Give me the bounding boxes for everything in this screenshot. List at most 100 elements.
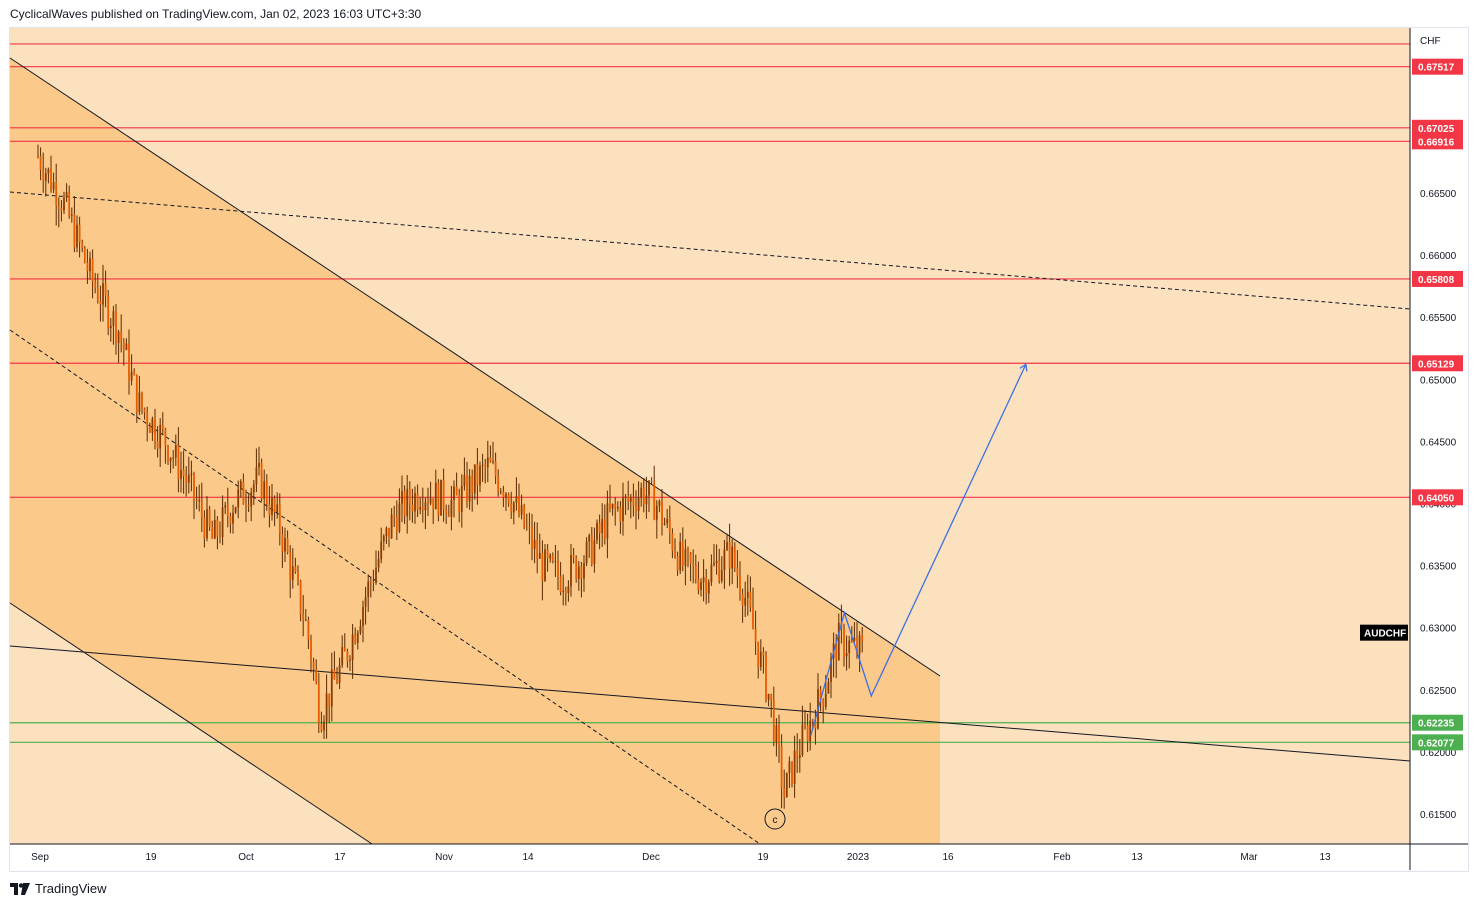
candle-body-317 bbox=[861, 635, 864, 642]
candle-body-184 bbox=[515, 496, 518, 503]
x-tick-2: Oct bbox=[238, 852, 254, 863]
candle-body-193 bbox=[538, 553, 541, 559]
tradingview-logo[interactable]: TradingView bbox=[10, 881, 107, 896]
candle-body-266 bbox=[728, 541, 731, 569]
candle-body-91 bbox=[273, 498, 276, 513]
candle-body-213 bbox=[590, 535, 593, 565]
candle-body-212 bbox=[588, 535, 591, 542]
candle-body-119 bbox=[346, 651, 349, 662]
candle-body-4 bbox=[47, 169, 50, 174]
candle-body-3 bbox=[44, 173, 47, 182]
candle-body-286 bbox=[780, 746, 783, 789]
candle-body-279 bbox=[762, 651, 765, 656]
candle-body-134 bbox=[385, 527, 388, 537]
candle-body-22 bbox=[94, 281, 97, 289]
x-axis-ticks[interactable]: Sep 19 Oct 17 Nov 14 Dec 19 2023 16 Feb 13 Mar 13 bbox=[31, 852, 1331, 863]
candle-body-274 bbox=[749, 591, 752, 608]
candle-body-273 bbox=[746, 591, 749, 598]
candle-body-101 bbox=[299, 580, 302, 615]
candle-body-173 bbox=[486, 457, 489, 468]
candle-body-202 bbox=[562, 590, 565, 593]
candle-body-71 bbox=[221, 507, 224, 538]
price-tag-bg-6 bbox=[1412, 489, 1463, 506]
price-scale[interactable] bbox=[1410, 28, 1468, 844]
candle-body-40 bbox=[141, 392, 143, 409]
price-tag-8: 0.62077 bbox=[1418, 738, 1455, 749]
candle-body-116 bbox=[338, 665, 341, 684]
candle-body-60 bbox=[193, 473, 195, 500]
candle-body-157 bbox=[445, 509, 448, 515]
candle-body-185 bbox=[518, 496, 520, 515]
candle-body-151 bbox=[429, 498, 432, 504]
candle-body-237 bbox=[653, 481, 656, 520]
candle-body-159 bbox=[450, 499, 453, 517]
candle-body-214 bbox=[593, 540, 596, 565]
candle-body-174 bbox=[489, 457, 492, 462]
candle-body-103 bbox=[304, 619, 307, 621]
candle-body-39 bbox=[138, 392, 141, 413]
candle-body-48 bbox=[161, 424, 164, 430]
y-tick-3: 0.65000 bbox=[1420, 375, 1457, 386]
candle-body-66 bbox=[208, 509, 211, 527]
candle-body-1 bbox=[39, 156, 42, 171]
candle-body-238 bbox=[655, 505, 658, 520]
trendlines bbox=[9, 57, 1411, 845]
candle-body-154 bbox=[437, 482, 440, 516]
candle-body-110 bbox=[323, 721, 325, 731]
candle-body-74 bbox=[229, 515, 232, 524]
candle-body-75 bbox=[232, 512, 234, 524]
candle-body-84 bbox=[255, 467, 258, 485]
candle-body-314 bbox=[853, 637, 856, 641]
candle-body-147 bbox=[419, 507, 422, 510]
long-support-trendline bbox=[9, 645, 1411, 762]
currency-label: CHF bbox=[1420, 36, 1441, 47]
candle-body-16 bbox=[78, 224, 81, 243]
candle-body-146 bbox=[416, 493, 419, 510]
price-tag-5: 0.65129 bbox=[1418, 359, 1455, 370]
price-tag-7: 0.62235 bbox=[1418, 719, 1455, 730]
candle-body-115 bbox=[336, 679, 338, 684]
candle-body-38 bbox=[135, 374, 138, 413]
candle-body-37 bbox=[133, 371, 136, 375]
price-tag-3: 0.66916 bbox=[1418, 137, 1455, 148]
candle-body-171 bbox=[481, 464, 484, 466]
candle-body-261 bbox=[715, 560, 718, 563]
candle-body-105 bbox=[310, 639, 312, 662]
candle-body-179 bbox=[502, 491, 505, 498]
candle-body-152 bbox=[432, 498, 435, 510]
candle-body-292 bbox=[796, 750, 799, 759]
candle-body-65 bbox=[206, 509, 208, 539]
candle-body-250 bbox=[687, 548, 689, 554]
candle-body-52 bbox=[172, 457, 175, 459]
candle-body-209 bbox=[580, 566, 583, 579]
candle-body-100 bbox=[297, 572, 299, 581]
candle-body-211 bbox=[585, 541, 588, 564]
candle-body-10 bbox=[63, 197, 65, 211]
candle-body-302 bbox=[822, 699, 825, 707]
candle-body-311 bbox=[845, 653, 848, 657]
candle-body-25 bbox=[102, 283, 104, 305]
candle-body-113 bbox=[330, 669, 333, 707]
symbol-tag-bg bbox=[1360, 624, 1408, 641]
candle-body-77 bbox=[237, 489, 240, 508]
candle-body-299 bbox=[814, 721, 817, 729]
candle-body-61 bbox=[195, 499, 198, 502]
candle-body-190 bbox=[531, 526, 533, 549]
candle-body-169 bbox=[476, 464, 479, 486]
candle-body-7 bbox=[55, 182, 58, 207]
candle-body-33 bbox=[122, 340, 125, 350]
candle-body-149 bbox=[424, 502, 427, 511]
candle-body-13 bbox=[70, 214, 73, 216]
candle-body-130 bbox=[375, 567, 377, 583]
candle-body-271 bbox=[741, 593, 744, 606]
candle-body-289 bbox=[788, 761, 791, 774]
candle-body-262 bbox=[718, 560, 721, 581]
candle-body-67 bbox=[211, 526, 214, 539]
candle-body-11 bbox=[65, 192, 68, 198]
price-chart[interactable]: c CHF 0.66500 0.66000 0.65500 0.65000 0.6450… bbox=[0, 0, 1478, 872]
candle-body-99 bbox=[294, 566, 297, 573]
candle-body-229 bbox=[632, 497, 635, 506]
candle-body-304 bbox=[827, 682, 830, 694]
candle-body-207 bbox=[575, 557, 578, 580]
candle-body-226 bbox=[624, 496, 627, 498]
